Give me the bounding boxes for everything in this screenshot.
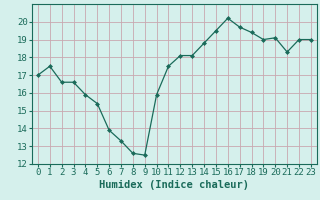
X-axis label: Humidex (Indice chaleur): Humidex (Indice chaleur) (100, 180, 249, 190)
